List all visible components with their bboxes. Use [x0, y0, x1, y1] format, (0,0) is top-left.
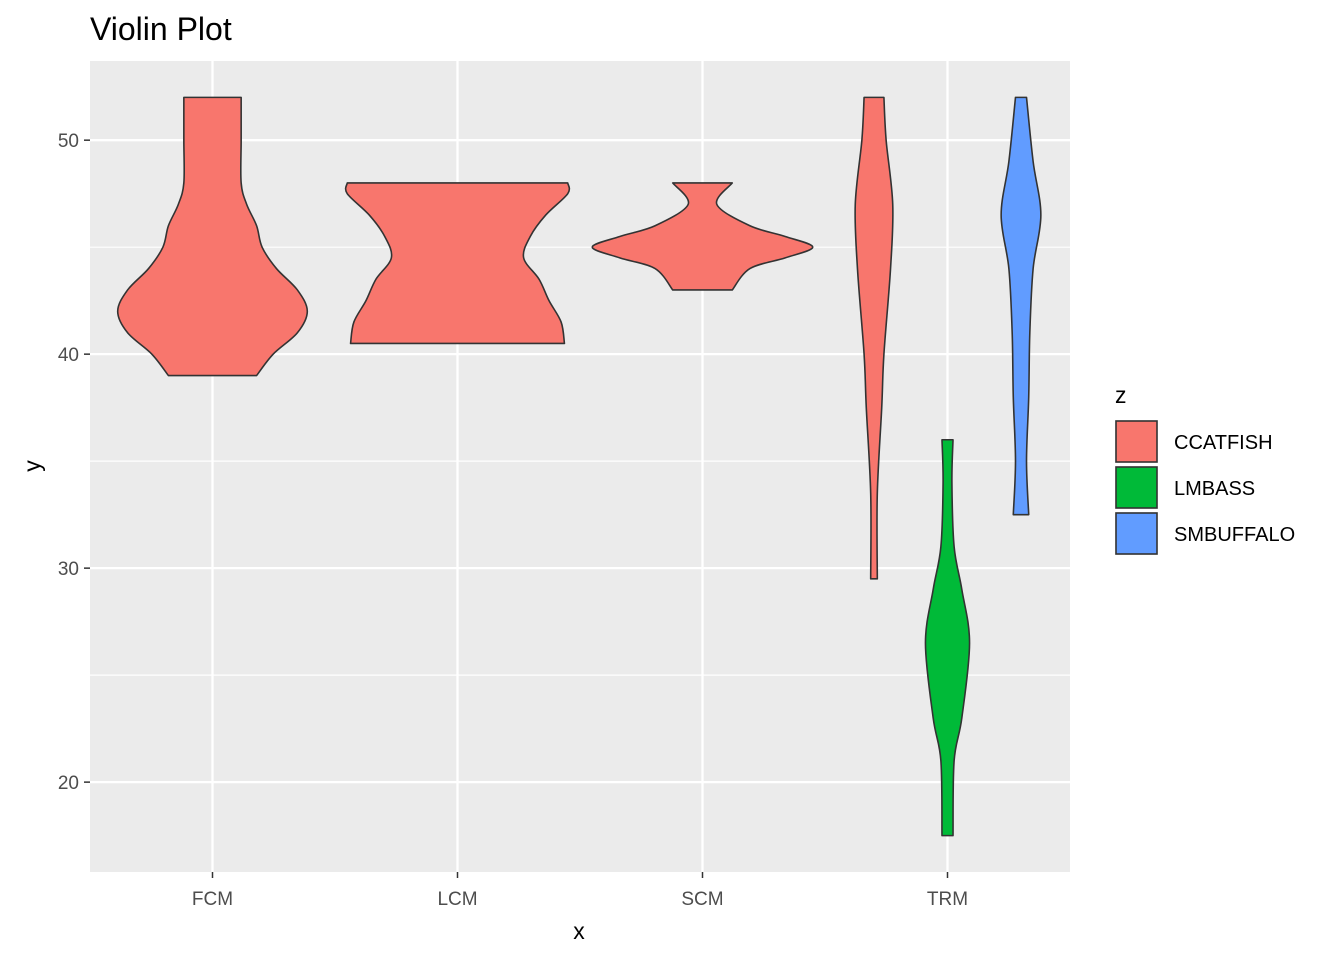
violin-trm-smbuffalo — [1000, 96, 1042, 516]
violin-scm-ccatfish — [591, 182, 814, 291]
plot-panel — [90, 61, 1070, 872]
violin-trm-lmbass — [924, 438, 971, 837]
y-axis: 20 30 40 50 — [58, 131, 90, 794]
y-tick-label: 40 — [58, 345, 79, 366]
chart-title: Violin Plot — [90, 11, 232, 47]
legend-title: z — [1115, 382, 1127, 408]
violin-lcm-ccatfish — [344, 182, 571, 345]
violin-fcm-ccatfish — [116, 96, 309, 377]
x-tick-label: LCM — [437, 889, 477, 910]
x-axis-title: x — [573, 918, 585, 944]
legend: z CCATFISH LMBASS SMBUFFALO — [1115, 382, 1295, 555]
legend-label-ccatfish: CCATFISH — [1174, 432, 1273, 454]
violins — [116, 96, 1042, 837]
x-tick-label: TRM — [927, 889, 968, 910]
legend-label-lmbass: LMBASS — [1174, 478, 1255, 500]
y-tick-label: 30 — [58, 559, 79, 580]
x-tick-label: SCM — [681, 889, 723, 910]
x-axis: FCM LCM SCM TRM — [192, 872, 968, 910]
x-tick-label: FCM — [192, 889, 233, 910]
legend-swatch-lmbass — [1115, 466, 1158, 509]
legend-label-smbuffalo: SMBUFFALO — [1174, 524, 1295, 546]
y-tick-label: 20 — [58, 773, 79, 794]
violin-trm-ccatfish — [854, 96, 894, 580]
y-axis-title: y — [19, 460, 45, 472]
y-tick-label: 50 — [58, 131, 79, 152]
legend-swatch-ccatfish — [1115, 420, 1158, 463]
legend-swatch-smbuffalo — [1115, 512, 1158, 555]
